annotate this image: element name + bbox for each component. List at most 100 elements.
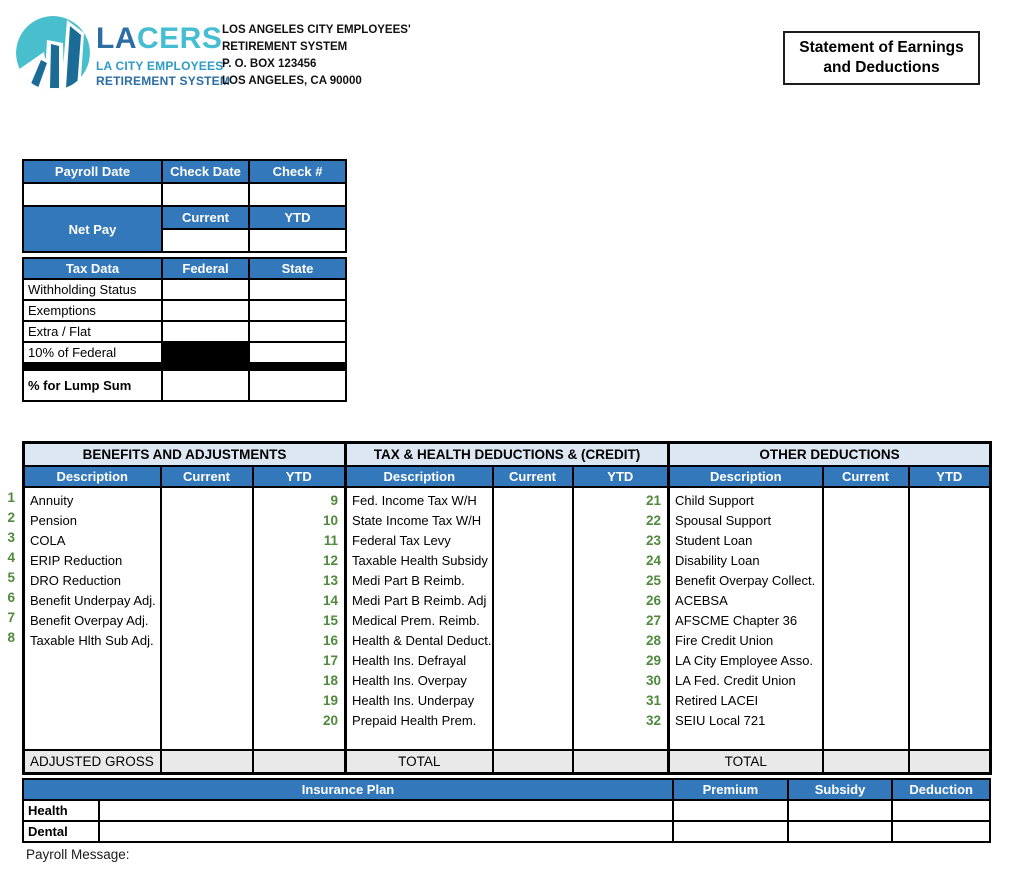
- other-total-current-cell[interactable]: [821, 749, 910, 775]
- section-title-tax-health: TAX & HEALTH DEDUCTIONS & (CREDIT): [344, 441, 670, 467]
- deduction-item-label: Student Loan: [675, 533, 753, 548]
- dental-premium-cell[interactable]: [672, 820, 789, 843]
- item-number: 29: [646, 653, 662, 668]
- item-number: 18: [323, 673, 339, 688]
- check-date-value-cell[interactable]: [161, 182, 250, 207]
- net-pay-current-cell[interactable]: [161, 228, 250, 253]
- payroll-date-header: Payroll Date: [22, 159, 163, 184]
- tax-health-ytd-values-column[interactable]: 21 22 23 24 25 26 27 28 29 30 31 32: [571, 486, 670, 751]
- withholding-federal-cell[interactable]: [161, 278, 250, 301]
- deduction-item-label: Child Support: [675, 493, 754, 508]
- check-date-header: Check Date: [161, 159, 250, 184]
- other-description-column: Child Support Spousal Support Student Lo…: [667, 486, 824, 751]
- sender-line: LOS ANGELES CITY EMPLOYEES': [222, 24, 411, 36]
- other-current-header: Current: [821, 465, 910, 488]
- item-number: 28: [646, 633, 662, 648]
- payroll-message-label: Payroll Message:: [26, 847, 130, 862]
- net-pay-ytd-header: YTD: [248, 205, 347, 230]
- other-ytd-values-column[interactable]: [907, 486, 992, 751]
- deduction-item-label: Benefit Overpay Collect.: [675, 573, 816, 588]
- state-header: State: [248, 257, 347, 280]
- item-number: 21: [646, 493, 662, 508]
- deduction-header: Deduction: [891, 778, 991, 801]
- deduction-item-label: Benefit Overpay Adj.: [30, 613, 149, 628]
- benefits-ytd-values-column[interactable]: 9 10 11 12 13 14 15 16 17 18 19 20: [251, 486, 347, 751]
- dental-subsidy-cell[interactable]: [786, 820, 894, 843]
- tax-health-ytd-header: YTD: [571, 465, 670, 488]
- dental-deduction-cell[interactable]: [891, 820, 991, 843]
- deduction-item-label: Taxable Health Subsidy: [352, 553, 488, 568]
- deduction-item-label: Retired LACEI: [675, 693, 759, 708]
- benefits-description-column: Annuity Pension COLA ERIP Reduction DRO …: [22, 486, 162, 751]
- item-number: 31: [646, 693, 662, 708]
- extra-flat-label: Extra / Flat: [22, 320, 163, 343]
- check-number-value-cell[interactable]: [248, 182, 347, 207]
- dental-plan-cell[interactable]: [98, 820, 675, 843]
- other-total-ytd-cell[interactable]: [907, 749, 992, 775]
- exemptions-label: Exemptions: [22, 299, 163, 322]
- health-subsidy-cell[interactable]: [786, 799, 894, 822]
- lump-sum-federal-cell[interactable]: [161, 369, 250, 402]
- federal-header: Federal: [161, 257, 250, 280]
- tax-health-total-current-cell[interactable]: [491, 749, 574, 775]
- item-number: 13: [323, 573, 339, 588]
- other-current-values-column[interactable]: [821, 486, 910, 751]
- deduction-item-label: LA City Employee Asso.: [675, 653, 814, 668]
- item-number: 24: [646, 553, 662, 568]
- deduction-item-label: Prepaid Health Prem.: [352, 713, 477, 728]
- section-title-benefits: BENEFITS AND ADJUSTMENTS: [22, 441, 347, 467]
- brand-cers: CERS: [137, 22, 223, 55]
- brand-tagline-1: LA CITY EMPLOYEES': [96, 59, 227, 73]
- item-number: 25: [646, 573, 662, 588]
- item-number: 5: [7, 570, 15, 585]
- deductions-table: BENEFITS AND ADJUSTMENTS TAX & HEALTH DE…: [22, 441, 993, 775]
- item-number: 6: [7, 590, 15, 605]
- exemptions-federal-cell[interactable]: [161, 299, 250, 322]
- deduction-item-label: Fed. Income Tax W/H: [352, 493, 477, 508]
- payroll-date-value-cell[interactable]: [22, 182, 163, 207]
- adjusted-gross-ytd-cell[interactable]: [251, 749, 347, 775]
- insurance-plan-header: Insurance Plan: [21, 778, 675, 801]
- net-pay-label: Net Pay: [22, 205, 163, 253]
- sender-line: LOS ANGELES, CA 90000: [222, 75, 362, 87]
- deduction-item-label: Health Ins. Overpay: [352, 673, 467, 688]
- statement-title-line2: and Deductions: [823, 59, 940, 76]
- health-row-label: Health: [21, 799, 101, 822]
- item-number: 32: [646, 713, 662, 728]
- deduction-item-label: COLA: [30, 533, 66, 548]
- subsidy-header: Subsidy: [786, 778, 894, 801]
- deduction-item-label: Medi Part B Reimb. Adj: [352, 593, 487, 608]
- dental-row-label: Dental: [21, 820, 101, 843]
- withholding-status-label: Withholding Status: [22, 278, 163, 301]
- lump-sum-state-cell[interactable]: [248, 369, 347, 402]
- health-deduction-cell[interactable]: [891, 799, 991, 822]
- deduction-item-label: Health Ins. Underpay: [352, 693, 475, 708]
- sender-address: LOS ANGELES CITY EMPLOYEES' RETIREMENT S…: [222, 22, 411, 90]
- net-pay-ytd-cell[interactable]: [248, 228, 347, 253]
- item-number: 7: [7, 610, 15, 625]
- deduction-item-label: LA Fed. Credit Union: [675, 673, 796, 688]
- ten-pct-federal-label: 10% of Federal: [22, 341, 163, 364]
- deduction-item-label: Federal Tax Levy: [352, 533, 451, 548]
- health-plan-cell[interactable]: [98, 799, 675, 822]
- withholding-state-cell[interactable]: [248, 278, 347, 301]
- brand-text: LACERS: [96, 24, 230, 54]
- item-number: 1: [7, 490, 15, 505]
- deduction-item-label: Disability Loan: [675, 553, 760, 568]
- ten-pct-state-cell[interactable]: [248, 341, 347, 364]
- adjusted-gross-current-cell[interactable]: [159, 749, 254, 775]
- tax-health-current-values-column[interactable]: [491, 486, 574, 751]
- item-number: 20: [323, 713, 339, 728]
- item-number: 12: [323, 553, 339, 568]
- pay-summary-table: Payroll Date Check Date Check # Net Pay …: [22, 159, 347, 253]
- benefits-current-values-column[interactable]: [159, 486, 254, 751]
- tax-data-table: Tax Data Federal State Withholding Statu…: [22, 257, 347, 402]
- health-premium-cell[interactable]: [672, 799, 789, 822]
- exemptions-state-cell[interactable]: [248, 299, 347, 322]
- deduction-item-label: ACEBSA: [675, 593, 728, 608]
- extra-flat-federal-cell[interactable]: [161, 320, 250, 343]
- statement-title-line1: Statement of Earnings: [799, 39, 964, 56]
- extra-flat-state-cell[interactable]: [248, 320, 347, 343]
- tax-health-total-ytd-cell[interactable]: [571, 749, 670, 775]
